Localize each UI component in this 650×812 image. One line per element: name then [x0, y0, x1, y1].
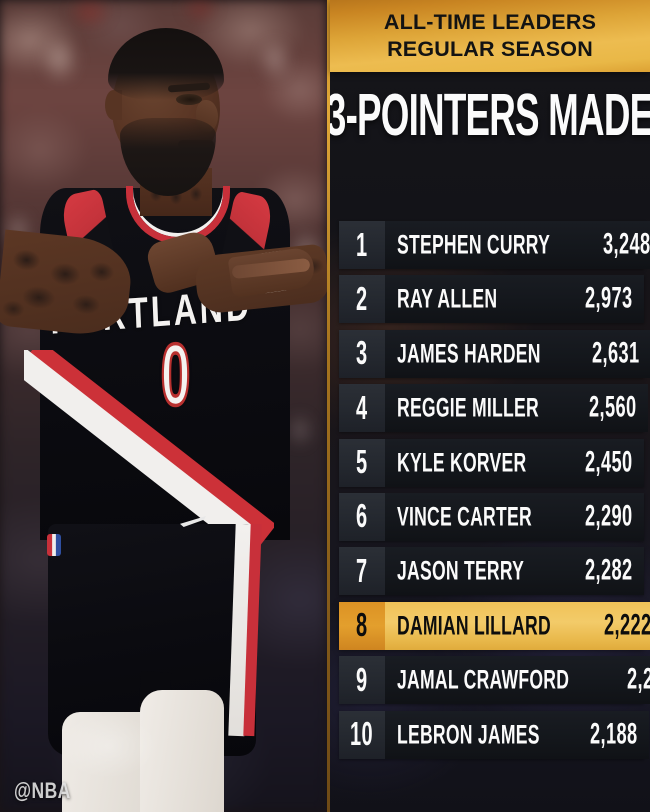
leader-row: 1 STEPHEN CURRY 3,248 — [339, 221, 650, 269]
leader-player-name: JASON TERRY — [397, 555, 525, 586]
nba-logo-icon — [47, 534, 61, 556]
leader-rank: 7 — [339, 547, 385, 596]
leader-row: 6 VINCE CARTER 2,290 — [339, 492, 644, 541]
leader-row: 2 RAY ALLEN 2,973 — [339, 275, 644, 324]
leader-rank-text: 4 — [356, 389, 368, 426]
leg-sleeve-right — [140, 690, 224, 812]
leader-body: JASON TERRY 2,282 — [385, 547, 644, 596]
leader-rank: 3 — [339, 329, 385, 378]
jersey-number-text: 0 — [160, 325, 192, 424]
leader-rank-text: 10 — [350, 715, 374, 753]
player-photo: PORTLAND 0 6 — [0, 0, 327, 812]
leader-stat-value: 2,282 — [585, 554, 633, 588]
leader-player-name: VINCE CARTER — [397, 501, 532, 532]
leader-body: STEPHEN CURRY 3,248 — [385, 221, 650, 269]
leader-player-name: KYLE KORVER — [397, 446, 527, 477]
leader-rank: 8 — [339, 601, 385, 650]
leader-row: 8 DAMIAN LILLARD 2,222 — [339, 601, 650, 650]
leader-stat-value: 2,973 — [585, 282, 633, 316]
leader-rank: 2 — [339, 275, 385, 324]
leader-rank-text: 2 — [356, 280, 368, 318]
leader-rank-text: 9 — [356, 661, 368, 698]
leader-rank-text: 8 — [356, 606, 368, 644]
leader-rank: 6 — [339, 492, 385, 541]
leg-sleeve-shading — [64, 716, 210, 812]
nba-watermark: @NBA — [14, 779, 71, 804]
leader-body: DAMIAN LILLARD 2,222 — [385, 601, 650, 650]
leader-body: VINCE CARTER 2,290 — [385, 492, 644, 541]
leader-player-name: LEBRON JAMES — [397, 718, 540, 749]
leader-rank-text: 3 — [356, 334, 368, 372]
leaderboard-panel: ALL-TIME LEADERS REGULAR SEASON 3-POINTE… — [327, 0, 650, 812]
eye — [176, 94, 202, 105]
ear — [105, 90, 122, 120]
leader-rank: 5 — [339, 438, 385, 487]
leader-row: 4 REGGIE MILLER 2,560 — [339, 384, 649, 433]
leaders-list: 1 STEPHEN CURRY 3,248 2 RAY ALLEN 2,973 3 JAMES… — [339, 221, 650, 768]
leader-rank: 1 — [339, 221, 385, 269]
leader-rank: 4 — [339, 384, 385, 433]
leader-rank: 10 — [339, 710, 385, 759]
leader-player-name: JAMAL CRAWFORD — [397, 664, 570, 695]
leader-row: 7 JASON TERRY 2,282 — [339, 547, 644, 596]
leader-stat-value: 2,631 — [591, 336, 640, 370]
leader-row: 10 LEBRON JAMES 2,188 — [339, 710, 649, 759]
leader-body: JAMES HARDEN 2,631 — [385, 329, 650, 378]
page-title: 3-POINTERS MADE — [330, 78, 650, 150]
leader-rank: 9 — [339, 656, 385, 705]
leader-stat-value: 2,188 — [590, 717, 638, 751]
player-figure: PORTLAND 0 6 — [0, 28, 327, 812]
nike-swoosh-shorts-icon — [180, 516, 206, 527]
leader-rank-text: 5 — [356, 443, 368, 481]
header-line-1: ALL-TIME LEADERS — [383, 10, 597, 34]
leader-stat-value: 2,221 — [627, 663, 650, 696]
leader-body: JAMAL CRAWFORD 2,221 — [385, 656, 650, 705]
leader-player-name: JAMES HARDEN — [397, 338, 541, 369]
leader-body: RAY ALLEN 2,973 — [385, 275, 644, 324]
page-title-text: 3-POINTERS MADE — [330, 80, 650, 148]
leader-stat-value: 2,290 — [585, 499, 633, 533]
header-line-2: REGULAR SEASON — [387, 37, 593, 61]
leader-row: 5 KYLE KORVER 2,450 — [339, 438, 644, 487]
leader-stat-value: 3,248 — [603, 227, 650, 261]
leader-stat-value: 2,450 — [585, 445, 633, 479]
jersey-diagonal-stripe — [24, 350, 274, 550]
leader-rank-text: 6 — [356, 498, 368, 535]
leader-player-name: DAMIAN LILLARD — [397, 610, 551, 641]
leader-player-name: STEPHEN CURRY — [397, 229, 551, 260]
leader-body: LEBRON JAMES 2,188 — [385, 710, 649, 759]
leader-player-name: RAY ALLEN — [397, 283, 498, 314]
leader-stat-value: 2,222 — [604, 608, 650, 642]
leader-player-name: REGGIE MILLER — [397, 392, 539, 423]
leader-stat-value: 2,560 — [589, 391, 638, 425]
leader-rank-text: 1 — [356, 226, 368, 263]
leader-body: REGGIE MILLER 2,560 — [385, 384, 649, 433]
leader-row: 3 JAMES HARDEN 2,631 — [339, 329, 650, 378]
leader-rank-text: 7 — [356, 552, 368, 590]
leader-body: KYLE KORVER 2,450 — [385, 438, 644, 487]
leader-row: 9 JAMAL CRAWFORD 2,221 — [339, 656, 650, 705]
header-banner: ALL-TIME LEADERS REGULAR SEASON — [330, 0, 650, 72]
